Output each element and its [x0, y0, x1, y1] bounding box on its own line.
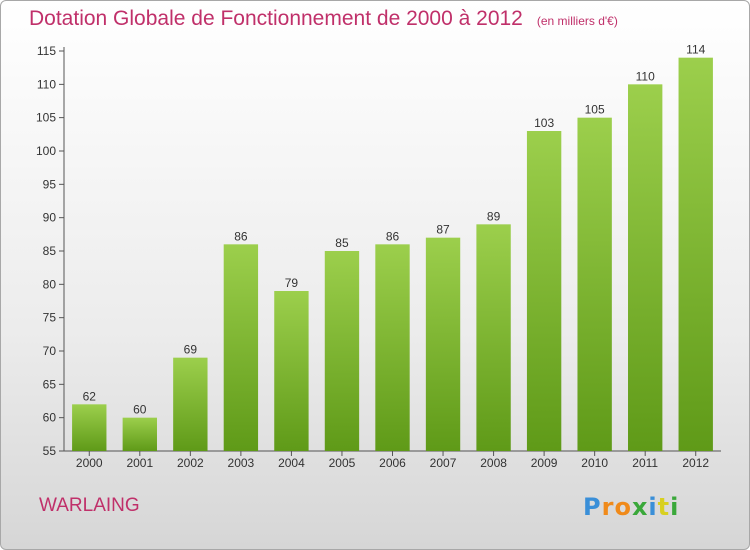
- bar: [274, 291, 309, 451]
- x-tick-label: 2008: [480, 456, 507, 470]
- bar: [173, 357, 208, 451]
- bar: [526, 131, 562, 451]
- y-tick-label: 110: [37, 77, 56, 91]
- x-tick-label: 2012: [682, 456, 709, 470]
- x-tick-label: 2001: [126, 456, 153, 470]
- x-tick-label: 2004: [278, 456, 305, 470]
- x-tick-label: 2005: [329, 456, 356, 470]
- y-tick-label: 55: [43, 444, 57, 458]
- chart-subtitle: (en milliers d'€): [536, 14, 618, 28]
- chart-title: Dotation Globale de Fonctionnement de 20…: [29, 7, 618, 31]
- y-tick-label: 90: [43, 211, 57, 225]
- bar-value-label: 86: [386, 229, 400, 243]
- bar: [476, 224, 511, 451]
- y-tick-label: 85: [43, 244, 57, 258]
- y-tick-label: 105: [36, 111, 56, 125]
- bar-value-label: 89: [487, 209, 501, 223]
- bar: [324, 251, 360, 451]
- x-tick-label: 2002: [177, 456, 204, 470]
- chart-title-text: Dotation Globale de Fonctionnement de 20…: [29, 7, 523, 30]
- bar-value-label: 85: [335, 236, 349, 250]
- x-tick-label: 2007: [430, 456, 457, 470]
- bar-value-label: 114: [686, 43, 705, 57]
- y-tick-label: 115: [37, 44, 56, 58]
- bar: [375, 244, 410, 451]
- bar: [72, 404, 107, 451]
- bar: [122, 417, 157, 451]
- y-tick-label: 100: [36, 144, 56, 158]
- bar: [223, 244, 259, 451]
- bar-value-label: 69: [184, 343, 198, 357]
- x-tick-label: 2011: [632, 456, 658, 470]
- bar-value-label: 103: [534, 116, 554, 130]
- y-tick-label: 65: [43, 377, 57, 391]
- bar-value-label: 79: [285, 276, 299, 290]
- y-tick-label: 75: [43, 311, 57, 325]
- bar: [425, 237, 461, 451]
- x-tick-label: 2006: [379, 456, 406, 470]
- x-tick-label: 2000: [76, 456, 103, 470]
- bar-value-label: 62: [83, 389, 97, 403]
- x-tick-label: 2009: [531, 456, 558, 470]
- commune-name: WARLAING: [39, 495, 140, 516]
- bar: [577, 117, 612, 452]
- bar-value-label: 60: [133, 403, 147, 417]
- chart-bars: 62 60 69 86 79 85 86 87 89 103 105 110 114: [72, 43, 713, 452]
- bar: [678, 57, 713, 452]
- y-tick-label: 70: [43, 344, 57, 358]
- y-tick-label: 80: [43, 277, 57, 291]
- y-tick-label: 60: [43, 411, 57, 425]
- bar-value-label: 105: [585, 103, 605, 117]
- bar: [628, 84, 663, 451]
- x-tick-label: 2010: [581, 456, 608, 470]
- y-tick-label: 95: [43, 177, 57, 191]
- x-tick-label: 2003: [228, 456, 255, 470]
- bar-value-label: 110: [636, 69, 655, 83]
- proxiti-logo: Proxiti: [583, 493, 680, 521]
- bar-value-label: 87: [436, 223, 450, 237]
- bar-value-label: 86: [234, 229, 248, 243]
